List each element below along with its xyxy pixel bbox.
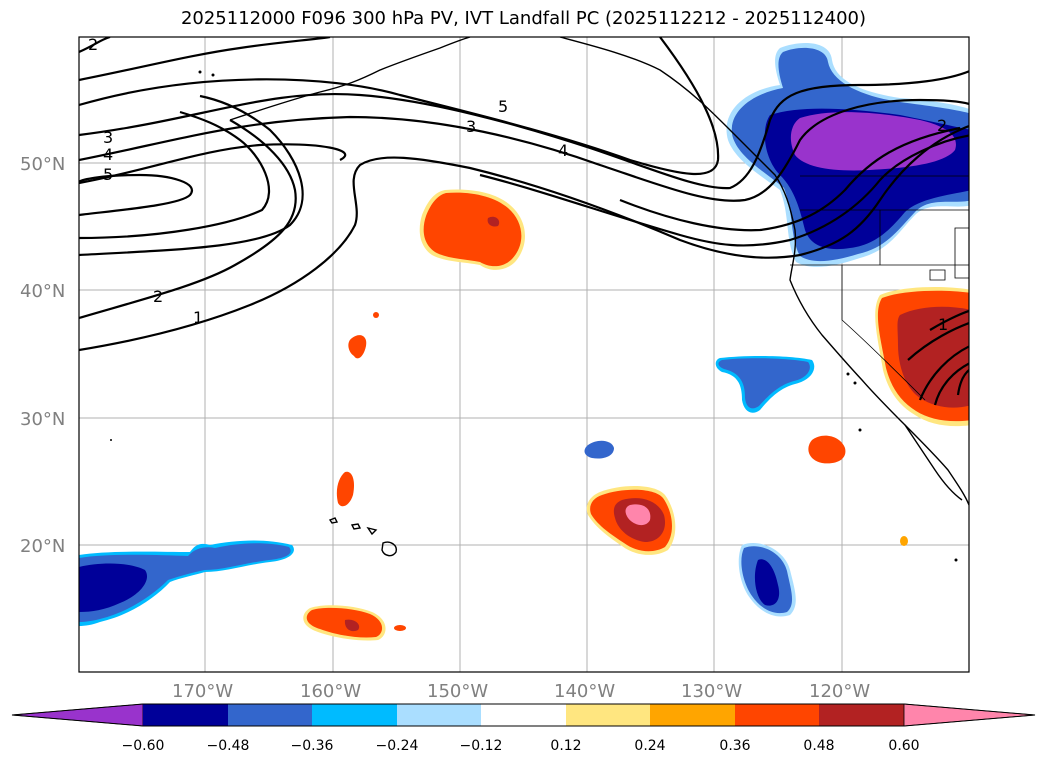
coastlines	[110, 37, 969, 562]
colorbar-tick: −0.12	[460, 738, 503, 754]
colorbar-segment	[481, 704, 566, 726]
contour-labels: 2 3 4 5 2 1 5 3 4 2 1	[88, 35, 948, 334]
colorbar-tick: 0.12	[550, 738, 581, 754]
colorbar-segment	[228, 704, 312, 726]
pv-contours	[79, 37, 969, 406]
lat-label: 40°N	[20, 281, 65, 302]
contour-label: 4	[103, 145, 113, 164]
ivt-shading	[79, 43, 969, 641]
latitude-labels: 50°N 40°N 30°N 20°N	[20, 154, 65, 557]
map-frame	[78, 36, 970, 673]
colorbar-segment	[397, 704, 481, 726]
colorbar: −0.60 −0.48 −0.36 −0.24 −0.12 0.12 0.24 …	[11, 703, 1036, 754]
colorbar-segment	[566, 704, 650, 726]
colorbar-extend-left	[11, 703, 144, 727]
lon-label: 120°W	[809, 681, 870, 702]
lat-label: 30°N	[20, 409, 65, 430]
colorbar-tick: 0.60	[888, 738, 919, 754]
colorbar-tick: 0.24	[634, 738, 665, 754]
lon-label: 150°W	[427, 681, 488, 702]
contour-label: 3	[466, 117, 476, 136]
colorbar-tick: −0.24	[376, 738, 419, 754]
contour-label: 4	[558, 141, 568, 160]
colorbar-tick: 0.48	[803, 738, 834, 754]
colorbar-tick: −0.48	[207, 738, 250, 754]
colorbar-segment	[143, 704, 228, 726]
contour-label: 5	[498, 97, 508, 116]
longitude-labels: 170°W 160°W 150°W 140°W 130°W 120°W	[172, 681, 870, 702]
contour-label: 2	[937, 116, 947, 135]
map-title: 2025112000 F096 300 hPa PV, IVT Landfall…	[180, 8, 867, 29]
lon-label: 160°W	[300, 681, 361, 702]
colorbar-tick: 0.36	[719, 738, 750, 754]
colorbar-segment	[735, 704, 819, 726]
colorbar-tick: −0.36	[291, 738, 334, 754]
lon-label: 170°W	[172, 681, 233, 702]
colorbar-extend-right	[903, 703, 1036, 727]
contour-label: 2	[153, 287, 163, 306]
lat-label: 50°N	[20, 154, 65, 175]
lat-label: 20°N	[20, 536, 65, 557]
lon-label: 130°W	[681, 681, 742, 702]
colorbar-segment	[819, 704, 904, 726]
contour-label: 2	[88, 35, 98, 54]
colorbar-segment	[312, 704, 397, 726]
lon-label: 140°W	[554, 681, 615, 702]
contour-label: 5	[103, 165, 113, 184]
contour-label: 1	[193, 308, 203, 327]
contour-label: 1	[938, 315, 948, 334]
contour-label: 3	[103, 128, 113, 147]
colorbar-segment	[650, 704, 735, 726]
colorbar-tick: −0.60	[122, 738, 165, 754]
